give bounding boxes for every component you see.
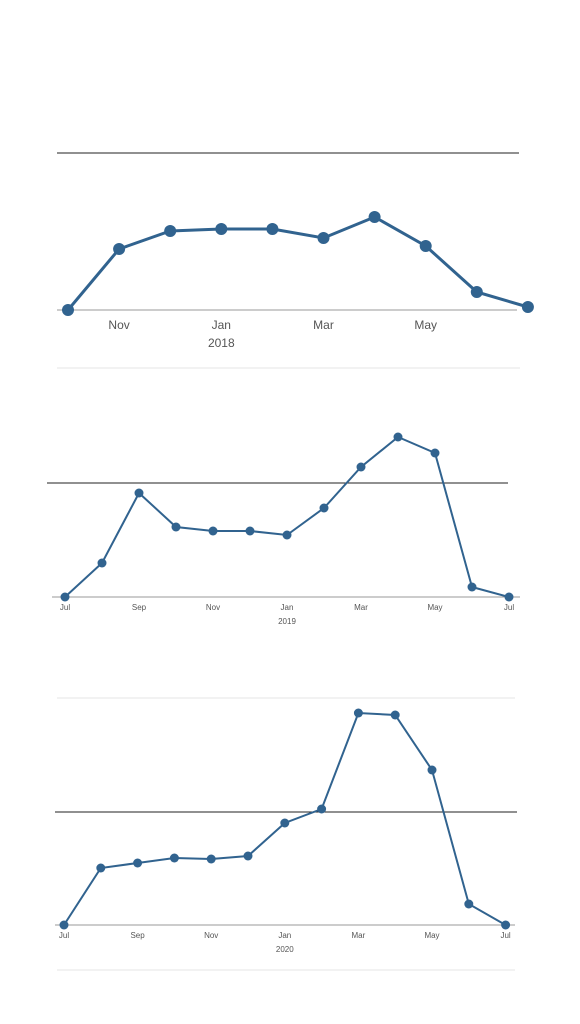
point bbox=[59, 920, 69, 930]
point bbox=[368, 211, 381, 223]
x-tick-label: May bbox=[427, 603, 442, 612]
point bbox=[427, 765, 437, 775]
x-tick-label: Mar bbox=[313, 318, 334, 332]
x-tick-label: May bbox=[414, 318, 437, 332]
x-tick-label: Jan bbox=[281, 603, 294, 612]
point bbox=[169, 853, 179, 863]
point bbox=[504, 592, 514, 602]
x-tick-label: Sep bbox=[132, 603, 147, 612]
year-label: 2018 bbox=[208, 336, 235, 350]
x-tick-label: Nov bbox=[206, 603, 220, 612]
point bbox=[430, 448, 440, 458]
x-tick-label: Jul bbox=[59, 931, 69, 940]
point bbox=[317, 232, 330, 244]
point bbox=[356, 462, 366, 472]
x-tick-label: Jul bbox=[504, 603, 514, 612]
x-tick-label: Jan bbox=[212, 318, 231, 332]
point bbox=[134, 488, 144, 498]
x-tick-label: Jul bbox=[500, 931, 510, 940]
x-tick-label: Nov bbox=[108, 318, 129, 332]
point bbox=[208, 526, 218, 536]
point bbox=[96, 863, 106, 873]
x-tick-label: Jan bbox=[278, 931, 291, 940]
point bbox=[280, 818, 290, 828]
point bbox=[171, 522, 181, 532]
year-label: 2020 bbox=[276, 945, 294, 954]
point bbox=[113, 243, 126, 255]
x-tick-label: Mar bbox=[352, 931, 366, 940]
point bbox=[317, 804, 327, 814]
x-tick-label: Nov bbox=[204, 931, 218, 940]
point bbox=[245, 526, 255, 536]
point bbox=[60, 592, 70, 602]
point bbox=[97, 558, 107, 568]
point bbox=[353, 708, 363, 718]
point bbox=[464, 899, 474, 909]
point bbox=[215, 223, 228, 235]
point bbox=[282, 530, 292, 540]
point bbox=[521, 301, 534, 313]
x-tick-label: Jul bbox=[60, 603, 70, 612]
point bbox=[393, 432, 403, 442]
point bbox=[319, 503, 329, 513]
point bbox=[62, 304, 74, 316]
point bbox=[470, 286, 483, 298]
line bbox=[66, 215, 529, 311]
line bbox=[64, 435, 510, 598]
point bbox=[243, 851, 253, 861]
point bbox=[206, 854, 216, 864]
x-tick-label: Sep bbox=[130, 931, 145, 940]
point bbox=[266, 223, 279, 235]
point bbox=[419, 240, 432, 252]
point bbox=[467, 582, 477, 592]
point bbox=[133, 858, 143, 868]
point bbox=[164, 225, 177, 237]
year-label: 2019 bbox=[278, 617, 296, 626]
point bbox=[390, 710, 400, 720]
x-tick-label: May bbox=[424, 931, 439, 940]
x-tick-label: Mar bbox=[354, 603, 368, 612]
point bbox=[501, 920, 511, 930]
